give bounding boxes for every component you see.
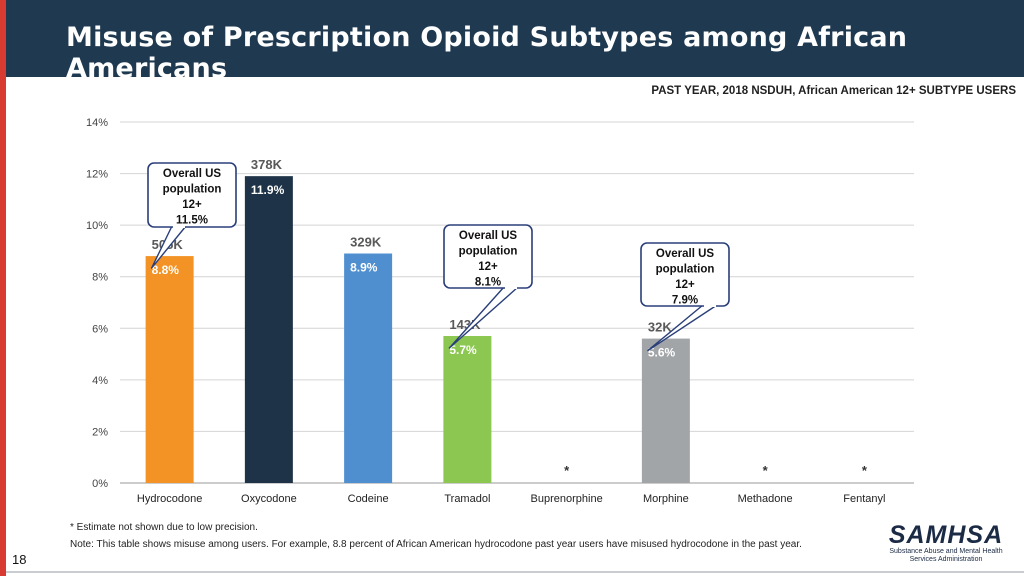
callout-layer: Overall US population 12+ 11.5% Overall US po…	[147, 162, 730, 352]
x-tick-label: Fentanyl	[843, 493, 885, 505]
callout-text: population	[656, 264, 715, 276]
count-label: 378K	[251, 157, 283, 172]
bar-oxycodone	[244, 176, 293, 483]
y-tick-label: 8%	[92, 272, 108, 284]
logo-subtext: Substance Abuse and Mental Health Servic…	[889, 548, 1003, 563]
callout-text: population	[459, 246, 518, 258]
y-tick-label: 4%	[92, 375, 108, 387]
x-tick-label: Methadone	[738, 493, 793, 505]
count-label: 329K	[350, 235, 382, 250]
logo-wordmark: SAMHSA	[888, 521, 1004, 549]
callout-text: 12+	[182, 199, 202, 211]
callout-box	[640, 242, 730, 307]
suppressed-marker: *	[564, 463, 570, 478]
x-tick-label: Buprenorphine	[531, 493, 603, 505]
x-tick-label: Oxycodone	[241, 493, 297, 505]
callout-pointer	[150, 225, 187, 269]
callout-text: Overall US	[163, 168, 221, 180]
count-label: 32K	[648, 320, 672, 335]
bar-hydrocodone	[145, 256, 194, 483]
callout-text: 12+	[675, 279, 695, 291]
callout-pointer	[448, 286, 519, 349]
x-tick-label: Codeine	[348, 493, 389, 505]
callout-pointer	[647, 304, 718, 352]
y-tick-label: 12%	[86, 169, 108, 181]
data-label: 5.6%	[648, 346, 676, 360]
callout-text: 11.5%	[176, 215, 208, 227]
callout-tramadol: Overall US population 12+ 8.1%	[443, 224, 533, 349]
bar-codeine	[344, 253, 393, 483]
data-label: 8.9%	[350, 261, 378, 275]
page-number: 18	[12, 552, 27, 567]
grid-layer	[120, 121, 914, 484]
bottom-divider	[6, 571, 1024, 573]
callout-hydrocodone: Overall US population 12+ 11.5%	[147, 162, 237, 269]
x-tick-label: Tramadol	[444, 493, 490, 505]
callout-text: 7.9%	[672, 295, 698, 307]
callout-box	[443, 224, 533, 289]
samhsa-logo: SAMHSA Substance Abuse and Mental Health…	[880, 522, 1012, 564]
suppressed-marker: *	[763, 463, 769, 478]
callout-pointer-mask	[505, 286, 517, 289]
footnote-precision: * Estimate not shown due to low precisio…	[70, 522, 258, 533]
y-tick-label: 2%	[92, 426, 108, 438]
callout-text: population	[163, 184, 222, 196]
chart-subtitle: PAST YEAR, 2018 NSDUH, African American …	[651, 85, 1016, 97]
bar-morphine	[641, 338, 690, 483]
callout-text: Overall US	[459, 230, 517, 242]
y-tick-label: 0%	[92, 478, 108, 490]
title-bar: Misuse of Prescription Opioid Subtypes a…	[6, 0, 1024, 84]
bar-layer	[145, 176, 690, 483]
callout-morphine: Overall US population 12+ 7.9%	[640, 242, 730, 352]
y-tick-label: 14%	[86, 117, 108, 129]
callout-text: Overall US	[656, 248, 714, 260]
data-label: 5.7%	[449, 343, 477, 357]
left-accent-bar	[0, 0, 6, 576]
callout-text: 12+	[478, 261, 498, 273]
y-tick-label: 10%	[86, 220, 108, 232]
suppressed-marker: *	[862, 463, 868, 478]
x-tick-label: Morphine	[643, 493, 689, 505]
bar-tramadol	[443, 336, 492, 483]
slide-title: Misuse of Prescription Opioid Subtypes a…	[66, 22, 908, 84]
footnote-note: Note: This table shows misuse among user…	[70, 539, 802, 550]
label-layer: 0%2%4%6%8%10%12%14%Hydrocodone8.8%505KOx…	[86, 117, 886, 505]
callout-text: 8.1%	[475, 277, 501, 289]
callout-box	[147, 162, 237, 228]
callout-pointer-mask	[173, 225, 185, 228]
x-tick-label: Hydrocodone	[137, 493, 202, 505]
y-tick-label: 6%	[92, 323, 108, 335]
callout-pointer-mask	[704, 304, 716, 307]
data-label: 8.8%	[152, 263, 180, 277]
data-label: 11.9%	[251, 183, 285, 197]
